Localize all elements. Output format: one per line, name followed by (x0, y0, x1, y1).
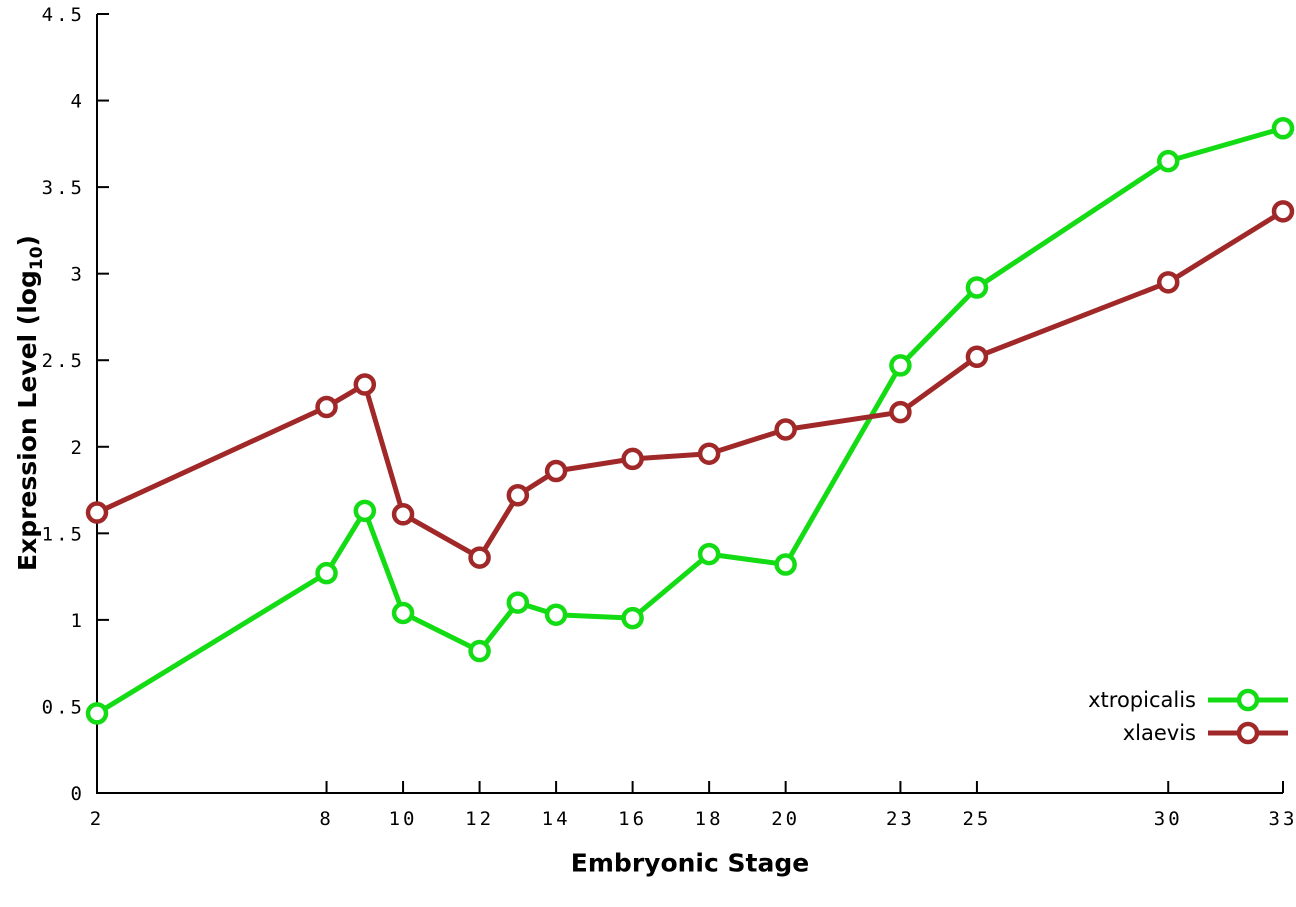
legend-sample-marker (1236, 688, 1260, 712)
legend-label: xtropicalis (1088, 688, 1196, 712)
data-point-marker (391, 601, 415, 625)
data-point-marker (315, 561, 338, 585)
x-tick-label: 33 (1269, 808, 1296, 830)
data-point-marker (506, 591, 530, 614)
x-tick-label: 12 (465, 808, 494, 830)
x-tick-label: 20 (771, 808, 800, 830)
x-tick-label: 30 (1154, 808, 1183, 830)
legend-entry-xtropicalis: xtropicalis (1088, 688, 1288, 712)
data-point-marker (1156, 149, 1180, 173)
data-point-marker (468, 639, 491, 663)
data-point-marker (965, 276, 989, 299)
data-point-marker (621, 447, 644, 471)
data-point-marker (965, 345, 989, 369)
y-tick-label: 3.5 (42, 177, 85, 199)
data-point-marker (85, 702, 109, 725)
x-tick-label: 18 (695, 808, 724, 830)
axis-lines (96, 14, 1283, 794)
series-xtropicalis (85, 117, 1295, 725)
data-point-marker (774, 553, 797, 576)
y-tick-label: 4.5 (42, 4, 85, 26)
y-axis-title-subscript: 10 (27, 246, 47, 271)
y-tick-label: 0.5 (42, 696, 85, 718)
x-tick-label: 2 (90, 808, 104, 830)
x-tick-label: 16 (618, 808, 647, 830)
axes (96, 14, 1283, 794)
x-tick-label: 10 (389, 808, 418, 830)
y-axis-title: Expression Level (log10) (13, 235, 47, 571)
x-tick-label: 14 (542, 808, 571, 830)
legend-sample-marker (1236, 721, 1260, 745)
data-point-marker (544, 603, 568, 626)
data-point-marker (697, 542, 721, 566)
y-tick-label: 1 (71, 610, 85, 632)
data-point-marker (85, 501, 109, 524)
y-tick-label: 2 (71, 437, 85, 459)
x-tick-label: 25 (962, 808, 991, 830)
data-point-marker (353, 499, 377, 523)
y-tick-label: 4 (71, 91, 85, 113)
series-line-xtropicalis (94, 125, 1286, 716)
legend-label: xlaevis (1123, 721, 1196, 745)
data-point-marker (1271, 117, 1295, 140)
x-tick-label: 8 (319, 808, 333, 830)
data-point-marker (468, 546, 491, 569)
data-point-marker (353, 373, 377, 396)
x-axis-title: Embryonic Stage (570, 848, 810, 878)
legend-entry-xlaevis: xlaevis (1123, 721, 1288, 745)
data-point-marker (889, 400, 912, 424)
y-axis-title-prefix: Expression Level (log (13, 270, 42, 571)
data-point-marker (1271, 200, 1295, 223)
data-point-marker (315, 395, 338, 419)
y-tick-label: 0 (71, 783, 85, 805)
y-axis-title-suffix: ) (13, 235, 42, 247)
y-tick-label: 2.5 (42, 350, 85, 372)
data-point-marker (889, 354, 912, 377)
series-line-xlaevis (94, 208, 1286, 561)
x-tick-label: 23 (886, 808, 915, 830)
y-tick-label: 1.5 (42, 523, 85, 545)
data-point-marker (697, 442, 721, 465)
x-ticks: 2 8 10 12 14 16 18 20 23 25 30 33 (90, 781, 1296, 830)
data-point-marker (621, 606, 644, 630)
series-xlaevis (85, 200, 1295, 569)
y-ticks: 0 0.5 1 1.5 2 2.5 3 3.5 4 4.5 (42, 4, 109, 805)
data-point-marker (774, 418, 797, 441)
data-point-marker (544, 459, 568, 483)
data-point-marker (1156, 271, 1180, 294)
data-point-marker (506, 483, 530, 507)
data-point-marker (391, 503, 415, 526)
y-tick-label: 3 (71, 264, 85, 286)
legend: xtropicalis xlaevis (1088, 688, 1288, 745)
